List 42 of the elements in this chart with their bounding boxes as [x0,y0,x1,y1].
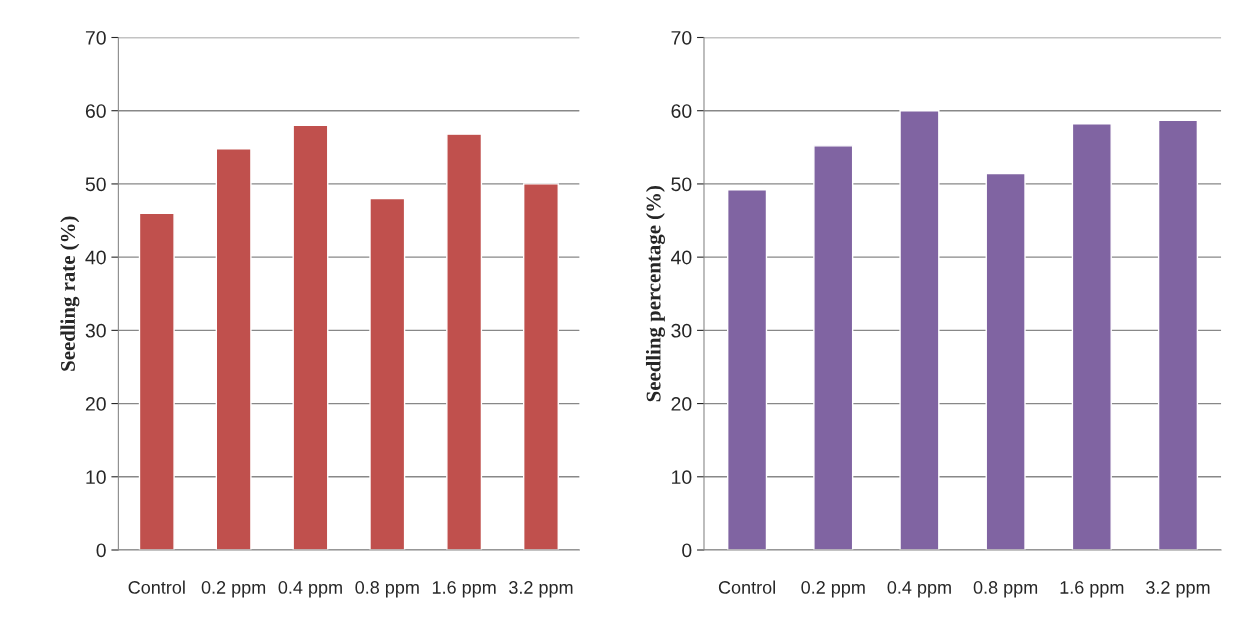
x-tick-label: 3.2 ppm [1146,581,1210,598]
y-axis-title: Seedling percentage (%) [645,186,665,402]
x-tick-label: 0.2 ppm [201,581,266,598]
bar [522,183,559,550]
bar [292,124,329,550]
y-tick-label: 40 [671,250,692,265]
bar [138,212,175,550]
x-tick-label: 0.8 ppm [355,581,419,598]
bar [726,189,768,550]
x-tick-label: 1.6 ppm [432,581,496,598]
y-tick-label: 50 [671,177,692,192]
bar [985,172,1026,550]
x-tick-label: 0.2 ppm [801,581,865,598]
y-tick-label: 70 [671,30,692,45]
bar [369,197,406,550]
y-tick-label: 20 [671,397,692,411]
bar [1071,123,1112,550]
y-tick-label: 70 [85,30,106,45]
y-tick-label: 30 [671,323,692,338]
y-tick-label: 10 [672,470,692,485]
bar [446,133,483,550]
y-tick-label: 20 [85,397,106,411]
bar [1157,119,1199,550]
x-tick-label: Control [128,580,185,594]
x-tick-label: 0.8 ppm [973,581,1038,598]
x-tick-label: 1.6 ppm [1060,581,1124,598]
x-tick-label: 0.4 ppm [278,581,342,598]
bar [813,145,854,550]
y-tick-label: 40 [85,250,106,265]
y-tick-label: 50 [85,177,106,192]
x-tick-label: Control [718,580,775,594]
y-tick-label: 30 [85,323,106,338]
bar [899,110,940,550]
bar [215,148,252,550]
x-tick-label: 0.4 ppm [887,581,951,598]
x-tick-label: 3.2 ppm [509,581,573,598]
y-tick-label: 0 [96,543,106,558]
y-tick-label: 0 [682,543,692,558]
y-tick-label: 60 [671,104,692,118]
y-tick-label: 10 [86,470,106,485]
y-tick-label: 60 [85,104,106,118]
y-axis-title: Seedling rate (%) [60,216,80,371]
